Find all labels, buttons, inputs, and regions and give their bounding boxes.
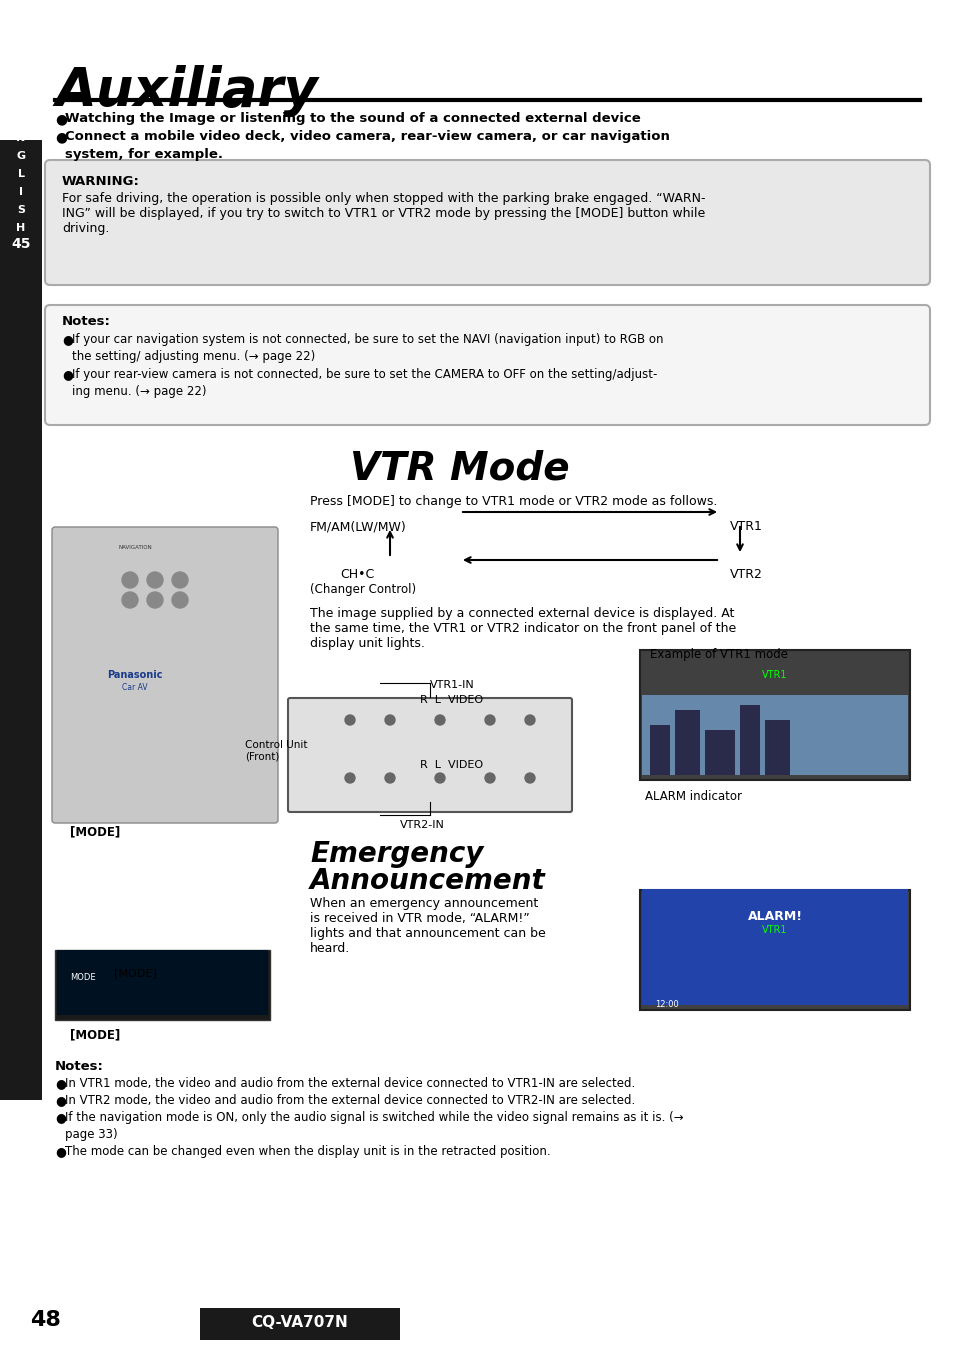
Text: CQ-VA707N: CQ-VA707N: [252, 1315, 348, 1330]
Text: ●: ●: [55, 112, 67, 125]
Circle shape: [524, 715, 535, 724]
Circle shape: [172, 592, 188, 608]
Text: ●: ●: [62, 368, 72, 380]
FancyBboxPatch shape: [0, 140, 42, 1099]
FancyBboxPatch shape: [641, 889, 907, 1005]
Text: page 33): page 33): [65, 1128, 117, 1141]
Text: ●: ●: [55, 1094, 66, 1108]
Text: the setting/ adjusting menu. (→ page 22): the setting/ adjusting menu. (→ page 22): [71, 349, 314, 363]
FancyBboxPatch shape: [704, 730, 734, 774]
Circle shape: [484, 773, 495, 782]
Text: If your car navigation system is not connected, be sure to set the NAVI (navigat: If your car navigation system is not con…: [71, 333, 662, 345]
Circle shape: [435, 715, 444, 724]
Circle shape: [435, 773, 444, 782]
Text: WARNING:: WARNING:: [62, 175, 140, 188]
Text: In VTR1 mode, the video and audio from the external device connected to VTR1-IN : In VTR1 mode, the video and audio from t…: [65, 1077, 635, 1090]
Text: Notes:: Notes:: [62, 316, 111, 328]
Text: H: H: [16, 223, 26, 233]
Circle shape: [172, 572, 188, 588]
Text: E: E: [17, 115, 25, 125]
Text: [MODE]: [MODE]: [113, 969, 156, 978]
Text: The mode can be changed even when the display unit is in the retracted position.: The mode can be changed even when the di…: [65, 1145, 550, 1157]
Text: Announcement: Announcement: [310, 867, 545, 894]
Text: If your rear-view camera is not connected, be sure to set the CAMERA to OFF on t: If your rear-view camera is not connecte…: [71, 368, 657, 380]
Text: CH•C: CH•C: [339, 568, 374, 581]
FancyBboxPatch shape: [0, 210, 42, 260]
FancyBboxPatch shape: [641, 695, 907, 774]
Text: Notes:: Notes:: [55, 1060, 104, 1072]
Circle shape: [122, 592, 138, 608]
FancyBboxPatch shape: [639, 650, 909, 780]
Text: Car AV: Car AV: [122, 683, 148, 692]
Text: 45: 45: [11, 237, 30, 251]
Text: When an emergency announcement
is received in VTR mode, “ALARM!”
lights and that: When an emergency announcement is receiv…: [310, 897, 545, 955]
Circle shape: [385, 773, 395, 782]
Text: ing menu. (→ page 22): ing menu. (→ page 22): [71, 384, 206, 398]
Text: ●: ●: [62, 333, 72, 345]
FancyBboxPatch shape: [45, 305, 929, 425]
Text: (Changer Control): (Changer Control): [310, 583, 416, 596]
Text: Panasonic: Panasonic: [107, 670, 163, 680]
FancyBboxPatch shape: [649, 724, 669, 774]
FancyBboxPatch shape: [200, 1309, 399, 1340]
Text: ●: ●: [55, 1112, 66, 1124]
Text: [MODE]: [MODE]: [70, 1028, 120, 1041]
Text: VTR2-IN: VTR2-IN: [399, 820, 444, 830]
Text: If the navigation mode is ON, only the audio signal is switched while the video : If the navigation mode is ON, only the a…: [65, 1112, 683, 1124]
Text: 48: 48: [30, 1310, 61, 1330]
Text: Control Unit
(Front): Control Unit (Front): [245, 741, 307, 762]
Text: ALARM indicator: ALARM indicator: [644, 791, 741, 803]
Circle shape: [345, 773, 355, 782]
Circle shape: [345, 715, 355, 724]
FancyBboxPatch shape: [740, 706, 760, 774]
Text: The image supplied by a connected external device is displayed. At
the same time: The image supplied by a connected extern…: [310, 607, 736, 650]
Text: MODE: MODE: [70, 973, 95, 982]
Text: ●: ●: [55, 130, 67, 144]
Text: G: G: [16, 151, 26, 161]
Text: 12:00: 12:00: [644, 805, 668, 813]
Text: Emergency: Emergency: [310, 840, 483, 867]
Text: [MODE]: [MODE]: [70, 826, 120, 838]
Text: For safe driving, the operation is possible only when stopped with the parking b: For safe driving, the operation is possi…: [62, 192, 705, 235]
Circle shape: [484, 715, 495, 724]
FancyBboxPatch shape: [55, 950, 270, 1020]
FancyBboxPatch shape: [288, 697, 572, 812]
Text: 12:00: 12:00: [655, 1000, 678, 1009]
Text: NAVIGATION: NAVIGATION: [118, 545, 152, 550]
Text: R  L  VIDEO: R L VIDEO: [419, 695, 482, 706]
Text: In VTR2 mode, the video and audio from the external device connected to VTR2-IN : In VTR2 mode, the video and audio from t…: [65, 1094, 635, 1108]
Circle shape: [147, 572, 163, 588]
Text: VTR1: VTR1: [761, 925, 787, 935]
Text: I: I: [19, 188, 23, 197]
Circle shape: [524, 773, 535, 782]
Text: Connect a mobile video deck, video camera, rear-view camera, or car navigation: Connect a mobile video deck, video camer…: [65, 130, 669, 143]
Circle shape: [385, 715, 395, 724]
Text: Press [MODE] to change to VTR1 mode or VTR2 mode as follows.: Press [MODE] to change to VTR1 mode or V…: [310, 495, 717, 509]
FancyBboxPatch shape: [675, 710, 700, 774]
Text: VTR Mode: VTR Mode: [350, 451, 569, 488]
Text: ●: ●: [55, 1145, 66, 1157]
FancyBboxPatch shape: [764, 720, 789, 774]
Circle shape: [122, 572, 138, 588]
Text: ALARM!: ALARM!: [747, 911, 801, 923]
Text: R  L  VIDEO: R L VIDEO: [419, 759, 482, 770]
FancyBboxPatch shape: [639, 890, 909, 1010]
Text: S: S: [17, 205, 25, 214]
Text: Example of VTR1 mode: Example of VTR1 mode: [649, 648, 787, 661]
Text: L: L: [17, 169, 25, 179]
Text: Watching the Image or listening to the sound of a connected external device: Watching the Image or listening to the s…: [65, 112, 640, 125]
Text: N: N: [16, 134, 26, 143]
Text: Auxiliary: Auxiliary: [55, 65, 317, 117]
FancyBboxPatch shape: [52, 527, 277, 823]
Text: ●: ●: [55, 1077, 66, 1090]
Text: VTR1: VTR1: [761, 670, 787, 680]
Text: system, for example.: system, for example.: [65, 148, 223, 161]
Text: FM/AM(LW/MW): FM/AM(LW/MW): [310, 519, 406, 533]
FancyBboxPatch shape: [45, 161, 929, 285]
Text: VTR1: VTR1: [729, 519, 762, 533]
FancyBboxPatch shape: [57, 950, 268, 1014]
Text: VTR1-IN: VTR1-IN: [430, 680, 475, 689]
Circle shape: [147, 592, 163, 608]
Text: VTR2: VTR2: [729, 568, 762, 581]
